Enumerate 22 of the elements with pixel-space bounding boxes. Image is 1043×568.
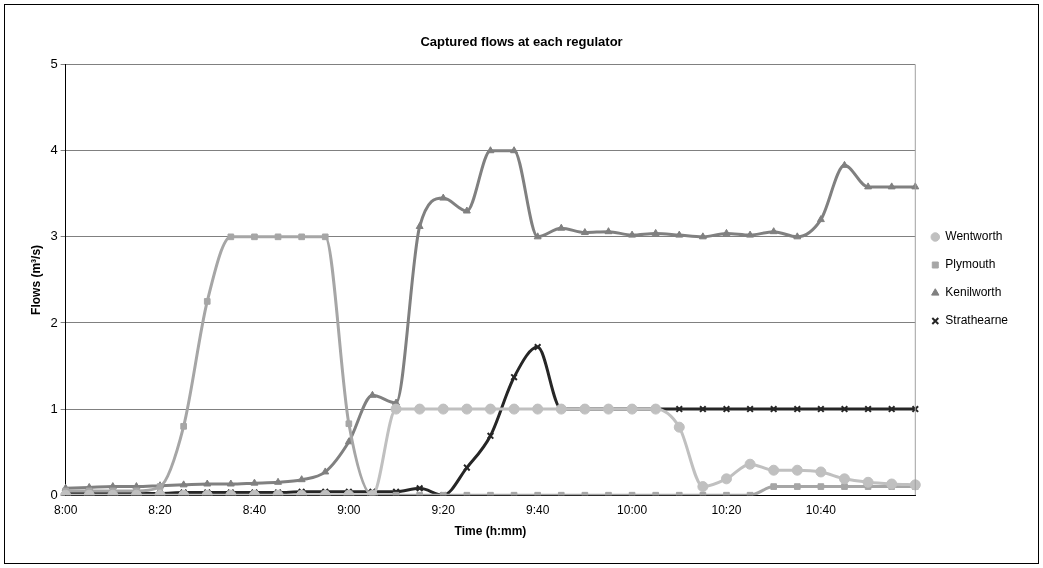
y-tick-label: 5 xyxy=(50,56,58,72)
x-axis-title: Time (h:mm) xyxy=(454,524,527,539)
x-tick-label: 10:40 xyxy=(805,502,837,517)
x-tick-label: 8:00 xyxy=(53,502,78,517)
y-axis-title: Flows (m³/s) xyxy=(28,244,43,315)
x-tick-label: 9:40 xyxy=(525,502,550,517)
x-tick-label: 8:40 xyxy=(242,502,267,517)
y-tick-label: 1 xyxy=(50,400,58,416)
x-tick-label: 8:20 xyxy=(148,502,173,517)
x-tick-label: 10:20 xyxy=(711,502,742,517)
x-tick-label: 10:00 xyxy=(617,502,648,517)
y-tick-label: 0 xyxy=(50,486,58,502)
legend-label: Wentworth xyxy=(945,229,1003,244)
legend-label: Strathearne xyxy=(945,313,1009,328)
y-tick-label: 4 xyxy=(50,142,58,158)
legend-label: Kenilworth xyxy=(945,285,1002,300)
y-tick-label: 3 xyxy=(50,228,58,244)
x-tick-label: 9:00 xyxy=(337,502,361,517)
x-tick-label: 9:20 xyxy=(431,502,456,517)
y-tick-label: 2 xyxy=(50,314,58,330)
legend-label: Plymouth xyxy=(945,257,996,272)
chart-title: Captured flows at each regulator xyxy=(420,34,623,50)
